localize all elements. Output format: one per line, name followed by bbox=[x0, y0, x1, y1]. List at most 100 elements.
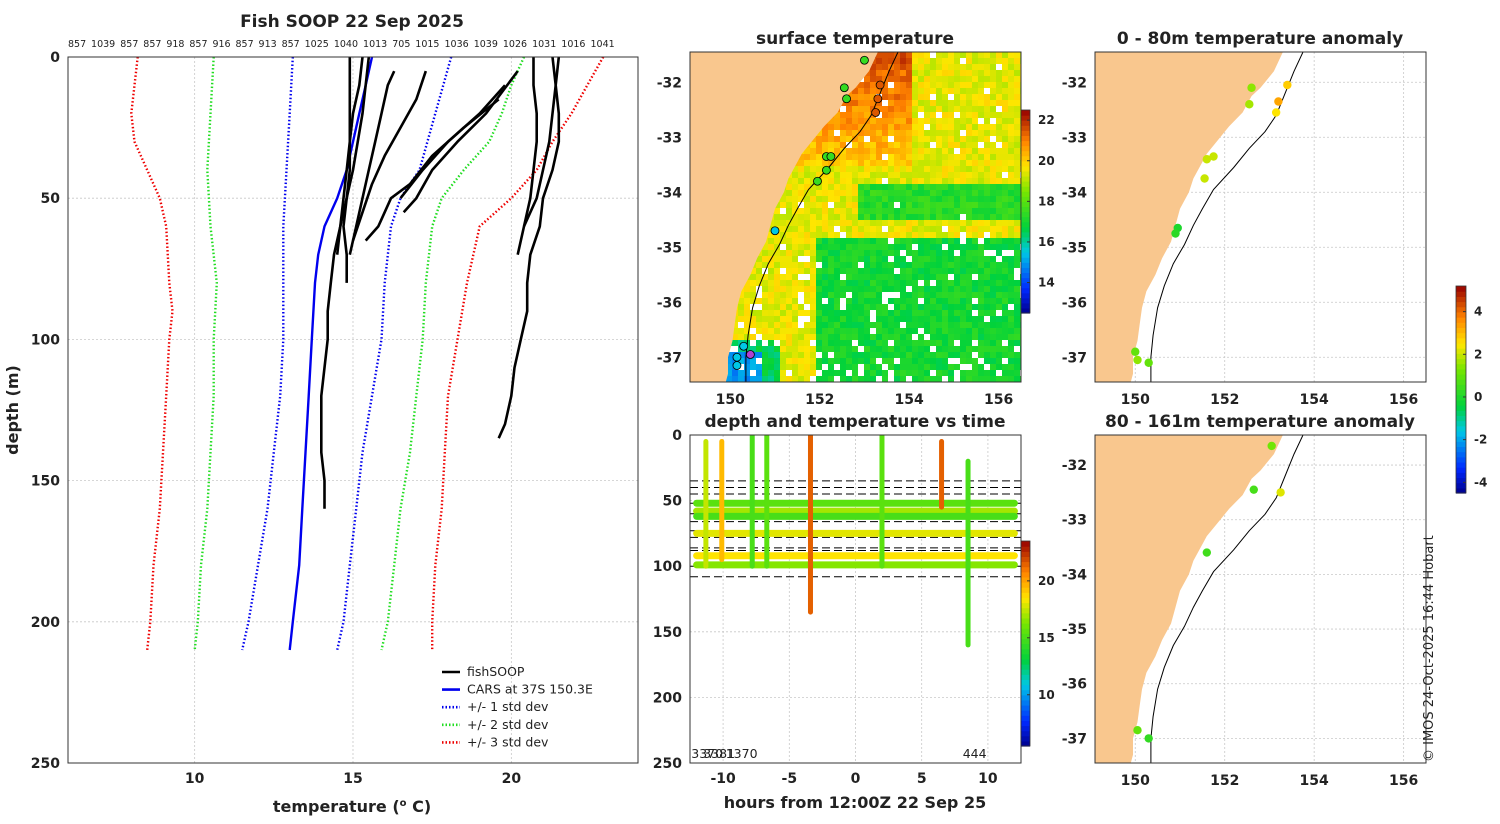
sst-pixel bbox=[972, 316, 978, 322]
sst-pixel bbox=[954, 118, 960, 124]
sst-pixel bbox=[930, 238, 936, 244]
sst-pixel bbox=[786, 334, 792, 340]
sst-pixel bbox=[1014, 376, 1020, 382]
sst-pixel bbox=[798, 340, 804, 346]
sst-pixel bbox=[942, 280, 948, 286]
sst-pixel bbox=[960, 178, 966, 184]
sst-pixel bbox=[882, 274, 888, 280]
map-xtick-label: 150 bbox=[716, 392, 745, 408]
sst-pixel bbox=[822, 346, 828, 352]
sst-pixel bbox=[846, 172, 852, 178]
sst-pixel bbox=[804, 304, 810, 310]
sst-pixel bbox=[936, 196, 942, 202]
sst-pixel bbox=[900, 58, 906, 64]
depth-time-colorbar-segment bbox=[1021, 725, 1030, 732]
sst-pixel bbox=[888, 232, 894, 238]
sst-pixel bbox=[894, 238, 900, 244]
sst-pixel bbox=[828, 196, 834, 202]
sst-pixel bbox=[960, 268, 966, 274]
sst-pixel bbox=[858, 232, 864, 238]
sst-pixel bbox=[966, 310, 972, 316]
sst-pixel bbox=[792, 352, 798, 358]
sst-pixel bbox=[912, 112, 918, 118]
anomaly-colorbar-segment bbox=[1456, 384, 1466, 391]
sst-pixel bbox=[984, 364, 990, 370]
sst-pixel bbox=[882, 130, 888, 136]
sst-pixel bbox=[1014, 166, 1020, 172]
sst-pixel bbox=[780, 220, 786, 226]
sst-pixel bbox=[798, 208, 804, 214]
sst-pixel bbox=[792, 358, 798, 364]
sst-pixel bbox=[816, 202, 822, 208]
sst-pixel bbox=[864, 220, 870, 226]
sst-pixel bbox=[846, 100, 852, 106]
sst-pixel bbox=[768, 358, 774, 364]
sst-pixel bbox=[798, 196, 804, 202]
sst-pixel bbox=[828, 292, 834, 298]
anomaly-colorbar-segment bbox=[1456, 379, 1466, 385]
sst-pixel bbox=[792, 256, 798, 262]
sst-pixel bbox=[984, 58, 990, 64]
sst-pixel bbox=[804, 376, 810, 382]
sst-pixel bbox=[984, 166, 990, 172]
sst-pixel bbox=[816, 316, 822, 322]
sst-pixel bbox=[972, 52, 978, 58]
sst-pixel bbox=[870, 268, 876, 274]
sst-pixel bbox=[942, 262, 948, 268]
sst-pixel bbox=[912, 64, 918, 70]
sst-pixel bbox=[924, 322, 930, 328]
sst-pixel bbox=[882, 70, 888, 76]
sst-pixel bbox=[870, 172, 876, 178]
sst-pixel bbox=[924, 196, 930, 202]
sst-pixel bbox=[990, 268, 996, 274]
sst-station-marker bbox=[875, 80, 885, 90]
sst-pixel bbox=[804, 274, 810, 280]
sst-pixel bbox=[840, 148, 846, 154]
sst-pixel bbox=[900, 52, 906, 58]
sst-pixel bbox=[948, 94, 954, 100]
profile-series-line bbox=[497, 56, 561, 439]
sst-pixel bbox=[936, 136, 942, 142]
sst-pixel bbox=[840, 184, 846, 190]
sst-pixel bbox=[972, 184, 978, 190]
sst-pixel bbox=[984, 94, 990, 100]
depth-time-colorbar-segment bbox=[1021, 694, 1030, 701]
sst-pixel bbox=[1008, 238, 1014, 244]
sst-pixel bbox=[1008, 160, 1014, 166]
sst-pixel bbox=[972, 232, 978, 238]
sst-pixel bbox=[756, 268, 762, 274]
sst-pixel bbox=[1008, 274, 1014, 280]
sst-pixel bbox=[966, 190, 972, 196]
sst-pixel bbox=[846, 244, 852, 250]
sst-pixel bbox=[966, 334, 972, 340]
sst-pixel bbox=[996, 358, 1002, 364]
sst-pixel bbox=[924, 88, 930, 94]
sst-pixel bbox=[984, 214, 990, 220]
sst-pixel bbox=[858, 238, 864, 244]
sst-pixel bbox=[918, 328, 924, 334]
sst-pixel bbox=[774, 274, 780, 280]
sst-pixel bbox=[900, 148, 906, 154]
sst-pixel bbox=[978, 226, 984, 232]
sst-pixel bbox=[972, 268, 978, 274]
sst-colorbar-segment bbox=[1021, 292, 1030, 299]
sst-pixel bbox=[798, 190, 804, 196]
sst-pixel bbox=[948, 334, 954, 340]
sst-pixel bbox=[810, 238, 816, 244]
anomaly-colorbar-segment bbox=[1456, 405, 1466, 411]
sst-pixel bbox=[858, 292, 864, 298]
sst-pixel bbox=[780, 304, 786, 310]
sst-pixel bbox=[924, 364, 930, 370]
sst-pixel bbox=[930, 106, 936, 112]
sst-pixel bbox=[888, 82, 894, 88]
map-xtick-label: 154 bbox=[895, 392, 924, 408]
depth-time-colorbar-segment bbox=[1021, 546, 1030, 552]
sst-pixel bbox=[858, 106, 864, 112]
sst-pixel bbox=[936, 226, 942, 232]
sst-pixel bbox=[876, 352, 882, 358]
sst-pixel bbox=[858, 370, 864, 376]
sst-pixel bbox=[948, 106, 954, 112]
sst-pixel bbox=[894, 196, 900, 202]
sst-pixel bbox=[996, 334, 1002, 340]
sst-pixel bbox=[990, 244, 996, 250]
